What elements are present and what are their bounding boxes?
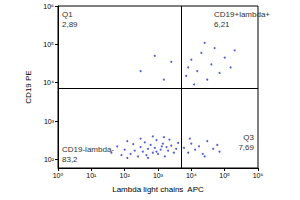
svg-text:2,89: 2,89 bbox=[62, 20, 78, 29]
svg-text:10¹: 10¹ bbox=[86, 172, 97, 179]
svg-text:Q3: Q3 bbox=[243, 133, 254, 142]
svg-text:10⁴: 10⁴ bbox=[186, 172, 197, 179]
svg-text:10⁵: 10⁵ bbox=[43, 41, 54, 48]
svg-text:10²: 10² bbox=[120, 172, 131, 179]
svg-text:10⁶: 10⁶ bbox=[253, 172, 264, 179]
svg-text:Lambda light chains APC: Lambda light chains APC bbox=[112, 185, 204, 194]
svg-text:CD19 PE: CD19 PE bbox=[24, 70, 33, 103]
svg-text:10⁶: 10⁶ bbox=[43, 3, 54, 10]
svg-text:Q1: Q1 bbox=[62, 10, 73, 19]
svg-text:CD19-lambda-: CD19-lambda- bbox=[62, 145, 114, 154]
svg-text:6,21: 6,21 bbox=[214, 20, 230, 29]
svg-text:10⁰: 10⁰ bbox=[53, 172, 64, 179]
svg-text:7,69: 7,69 bbox=[238, 143, 254, 152]
svg-text:10²: 10² bbox=[44, 156, 55, 163]
svg-text:10⁴: 10⁴ bbox=[43, 79, 54, 86]
svg-text:10³: 10³ bbox=[44, 118, 55, 125]
svg-text:CD19+lambda+: CD19+lambda+ bbox=[214, 10, 270, 19]
svg-text:10³: 10³ bbox=[153, 172, 164, 179]
svg-text:10⁵: 10⁵ bbox=[219, 172, 230, 179]
svg-text:83,2: 83,2 bbox=[62, 155, 78, 164]
